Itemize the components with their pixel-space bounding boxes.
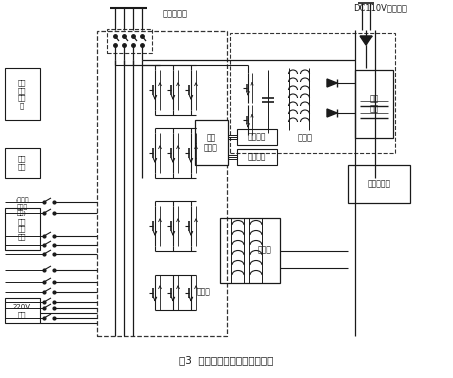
Polygon shape [327,109,337,117]
Text: 变换器: 变换器 [197,288,211,296]
Text: 蓄电
池组: 蓄电 池组 [369,94,379,114]
Text: DC110V供电干线: DC110V供电干线 [353,3,407,12]
Text: 空调
控制柜: 空调 控制柜 [204,133,218,153]
Bar [5,208,40,250]
Bar [237,129,277,145]
Bar [5,68,40,120]
Bar [97,31,227,336]
Text: 空调机组: 空调机组 [248,133,266,141]
Text: 客室
电热: 客室 电热 [18,156,26,170]
Text: 图3  客车供电系统主电路原理图: 图3 客车供电系统主电路原理图 [179,355,273,365]
Bar [5,148,40,178]
Bar [348,165,410,203]
Text: 变压器: 变压器 [258,245,272,254]
Text: 空调机组: 空调机组 [248,152,266,161]
Bar [237,149,277,165]
Text: 电力连接器: 电力连接器 [163,9,188,19]
Text: 220V
插座: 220V 插座 [13,304,31,318]
Polygon shape [360,36,372,45]
Text: 照明控制柜: 照明控制柜 [367,180,390,189]
Text: 电水
开炉
排风
机: 电水 开炉 排风 机 [18,79,26,109]
Bar [355,70,393,138]
Bar [5,298,40,323]
Bar [107,29,152,53]
Polygon shape [327,79,337,87]
Text: 温水
稀等
负载: 温水 稀等 负载 [18,218,26,240]
Bar [195,120,228,165]
Bar [220,218,280,283]
Bar [230,33,395,153]
Text: (由空调
控制柜
供电): (由空调 控制柜 供电) [15,198,29,216]
Text: 充电器: 充电器 [298,133,313,143]
